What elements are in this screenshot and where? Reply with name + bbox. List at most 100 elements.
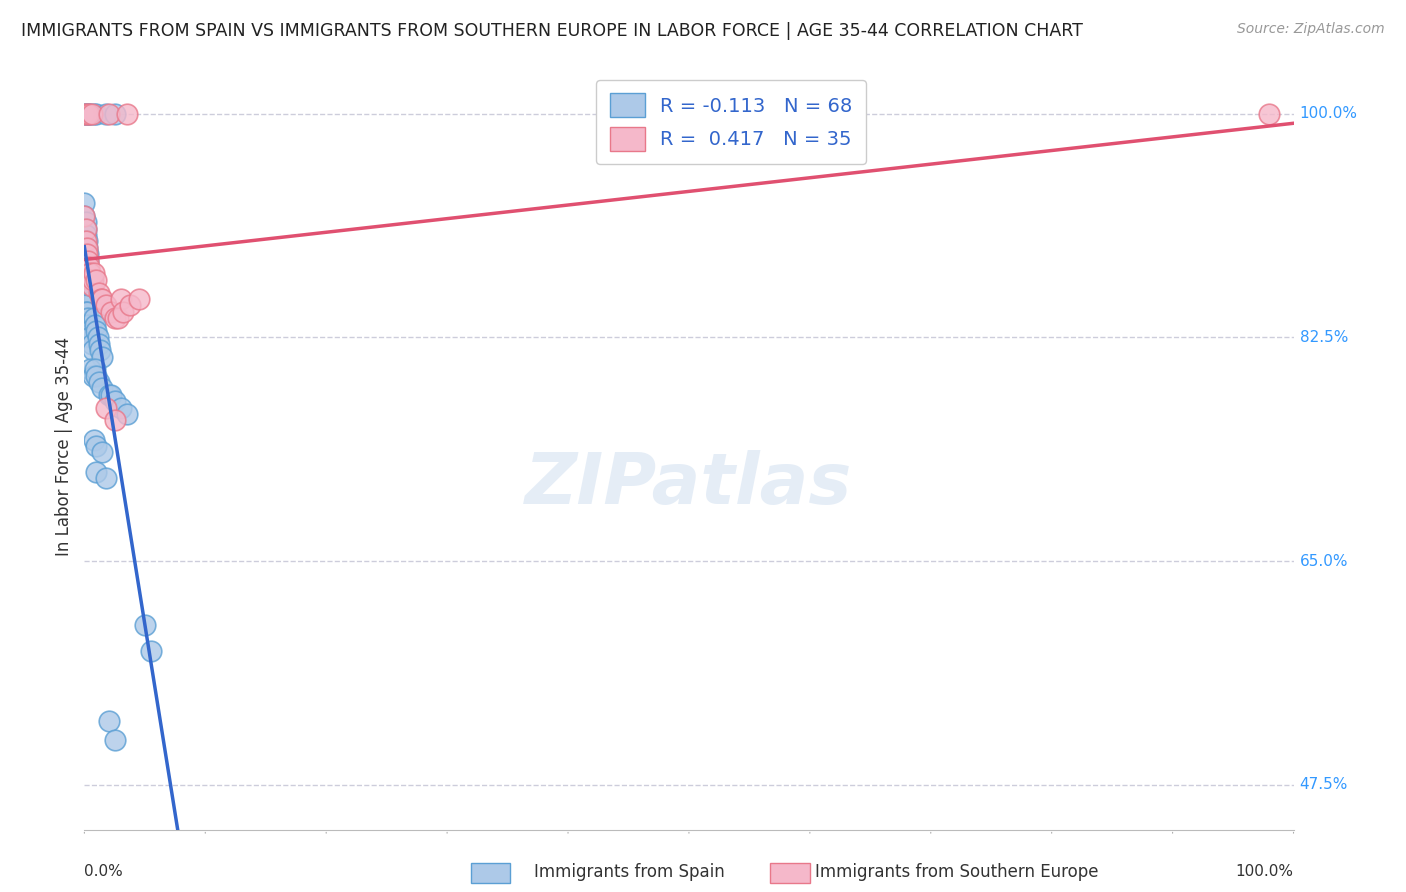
Point [86,368,108,383]
Point [76,241,98,255]
Point [82,368,104,383]
Point [77,253,100,268]
Point [82,285,104,300]
Point [77,266,100,280]
Point [73,209,96,223]
Point [77,247,100,261]
Legend: R = -0.113   N = 68, R =  0.417   N = 35: R = -0.113 N = 68, R = 0.417 N = 35 [596,79,866,164]
Point [75,227,97,242]
Point [86,465,108,479]
Point [97,106,120,120]
Point [100,388,122,402]
Point [94,106,117,120]
Text: Immigrants from Southern Europe: Immigrants from Southern Europe [815,863,1099,881]
Text: 0.0%: 0.0% [84,864,124,880]
Point [91,381,114,395]
Point [94,401,117,415]
Point [80,292,103,306]
Point [91,350,114,364]
Point [84,362,107,376]
Point [79,285,101,300]
Point [87,285,110,300]
Point [120,298,142,312]
Point [86,330,108,344]
Point [79,330,101,344]
Point [83,266,105,280]
Point [80,336,103,351]
Point [73,209,96,223]
Point [75,235,97,249]
Point [83,311,105,326]
Point [77,106,100,120]
Point [91,292,114,306]
Text: IMMIGRANTS FROM SPAIN VS IMMIGRANTS FROM SOUTHERN EUROPE IN LABOR FORCE | AGE 35: IMMIGRANTS FROM SPAIN VS IMMIGRANTS FROM… [21,22,1083,40]
Point [1258,106,1281,120]
Point [104,413,127,427]
Point [86,439,108,453]
Text: Source: ZipAtlas.com: Source: ZipAtlas.com [1237,22,1385,37]
Point [97,388,120,402]
Point [77,318,100,332]
Point [91,445,114,459]
Point [73,298,96,312]
Point [110,292,132,306]
Text: 100.0%: 100.0% [1299,106,1358,121]
Point [77,324,100,338]
Point [86,106,108,120]
Point [73,106,96,120]
Point [76,247,98,261]
Point [79,279,101,293]
Point [75,311,97,326]
Point [77,273,100,287]
Point [110,401,132,415]
Point [76,241,98,255]
Point [77,311,100,326]
Point [100,305,122,319]
Point [84,318,107,332]
Point [76,318,98,332]
Text: 100.0%: 100.0% [1236,864,1294,880]
Point [83,433,105,447]
Point [86,273,108,287]
Point [77,106,100,120]
Point [82,343,104,358]
Text: ZIPatlas: ZIPatlas [526,450,852,519]
Point [104,394,127,409]
Point [75,215,97,229]
Point [87,375,110,389]
Point [97,714,120,728]
Point [86,324,108,338]
Point [89,343,111,358]
Point [75,106,97,120]
Text: 47.5%: 47.5% [1299,777,1348,792]
Point [76,235,98,249]
Point [90,292,112,306]
Point [83,292,105,306]
Text: Immigrants from Spain: Immigrants from Spain [534,863,725,881]
Point [75,305,97,319]
Point [104,311,127,326]
Point [77,253,100,268]
Point [73,196,96,211]
Point [82,273,104,287]
Point [79,266,101,280]
Text: 65.0%: 65.0% [1299,554,1348,568]
Point [75,221,97,235]
Point [115,407,138,421]
Point [73,106,96,120]
Point [87,336,110,351]
Point [80,106,103,120]
Point [83,106,105,120]
Point [94,298,117,312]
Point [139,643,162,657]
Point [80,279,103,293]
Point [77,260,100,274]
Point [82,279,104,293]
Point [80,273,103,287]
Point [112,305,135,319]
Point [79,273,101,287]
Y-axis label: In Labor Force | Age 35-44: In Labor Force | Age 35-44 [55,336,73,556]
Point [76,106,98,120]
Point [94,471,117,485]
Point [104,106,127,120]
